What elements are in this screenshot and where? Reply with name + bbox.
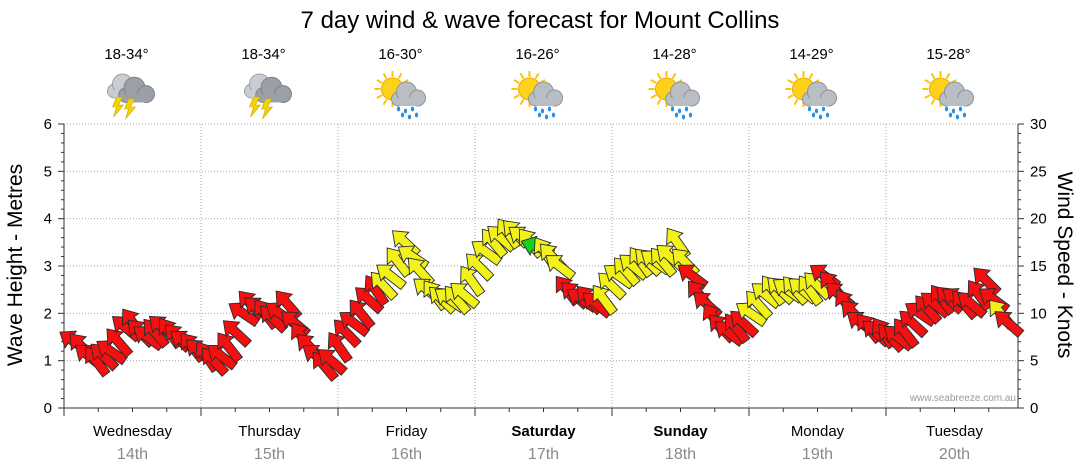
right-tick-label: 10: [1030, 305, 1047, 322]
temperature-label: 16-26°: [515, 46, 559, 63]
wind-arrow: [465, 253, 495, 282]
chart-title: 7 day wind & wave forecast for Mount Col…: [301, 7, 780, 34]
date-label: 19th: [802, 446, 833, 463]
left-tick-label: 1: [44, 353, 52, 370]
left-axis-title: Wave Height - Metres: [4, 164, 27, 366]
cloud-shape: [939, 81, 974, 107]
left-tick-label: 2: [44, 305, 52, 322]
wind-arrow: [391, 230, 422, 258]
wind-arrow: [450, 282, 481, 310]
right-axis-ticks: 0 5 10 15 20 25 30: [1030, 116, 1047, 417]
cloud-shape: [118, 76, 155, 103]
date-label: 17th: [528, 446, 559, 463]
wind-arrow: [318, 349, 348, 376]
sun-showers-icon: [374, 71, 426, 120]
day-label: Thursday: [238, 423, 301, 440]
right-tick-label: 15: [1030, 258, 1047, 275]
temperature-label: 18-34°: [104, 46, 148, 63]
storm-icon: [107, 73, 155, 120]
temperature-label: 18-34°: [241, 46, 285, 63]
sun-showers-icon: [785, 71, 837, 120]
day-label: Sunday: [653, 423, 708, 440]
weather-icons-row: [107, 71, 974, 120]
left-tick-label: 5: [44, 163, 52, 180]
cloud-shape: [391, 81, 426, 107]
day-labels: Wednesday 14th Thursday 15th Friday 16th Satur…: [93, 423, 983, 463]
temperature-label: 14-29°: [789, 46, 833, 63]
day-label: Friday: [386, 423, 428, 440]
temperature-row: 18-34° 18-34° 16-30° 16-26° 14-28° 14-29° 15-2…: [104, 46, 970, 63]
wind-arrow: [106, 328, 134, 359]
storm-icon: [244, 73, 292, 120]
watermark: www.seabreeze.com.au: [909, 393, 1016, 404]
day-label: Monday: [791, 423, 845, 440]
left-tick-label: 0: [44, 400, 52, 417]
left-tick-label: 4: [44, 211, 52, 228]
right-axis-title: Wind Speed - Knots: [1053, 172, 1076, 359]
temperature-label: 14-28°: [652, 46, 696, 63]
left-tick-label: 3: [44, 258, 52, 275]
wind-arrows: [59, 218, 1025, 382]
wind-arrow: [327, 331, 353, 364]
wind-arrow: [967, 280, 993, 312]
right-tick-label: 0: [1030, 400, 1038, 417]
wind-arrow: [545, 255, 577, 281]
date-label: 14th: [117, 446, 148, 463]
temperature-label: 15-28°: [926, 46, 970, 63]
day-label: Tuesday: [926, 423, 983, 440]
date-label: 18th: [665, 446, 696, 463]
cloud-shape: [528, 81, 563, 107]
wind-arrow: [460, 265, 486, 298]
date-label: 20th: [939, 446, 970, 463]
right-tick-label: 5: [1030, 353, 1038, 370]
axes: [58, 123, 1024, 416]
right-tick-label: 20: [1030, 211, 1047, 228]
wind-arrow: [677, 264, 709, 290]
date-label: 16th: [391, 446, 422, 463]
cloud-shape: [665, 81, 700, 107]
left-tick-label: 6: [44, 116, 52, 133]
date-label: 15th: [254, 446, 285, 463]
cloud-shape: [802, 81, 837, 107]
sun-showers-icon: [648, 71, 700, 120]
temperature-label: 16-30°: [378, 46, 422, 63]
wind-arrow: [376, 264, 407, 291]
wind-arrow: [217, 332, 244, 364]
right-tick-label: 30: [1030, 116, 1047, 133]
day-label: Saturday: [511, 423, 576, 440]
wind-arrow: [222, 320, 252, 348]
sun-showers-icon: [922, 71, 974, 120]
wind-arrow: [592, 284, 618, 317]
sun-showers-icon: [511, 71, 563, 120]
wind-arrow: [349, 299, 376, 330]
right-tick-label: 25: [1030, 163, 1047, 180]
wind-arrow: [994, 311, 1025, 338]
day-label: Wednesday: [93, 423, 172, 440]
left-axis-ticks: 0 1 2 3 4 5 6: [44, 116, 52, 417]
